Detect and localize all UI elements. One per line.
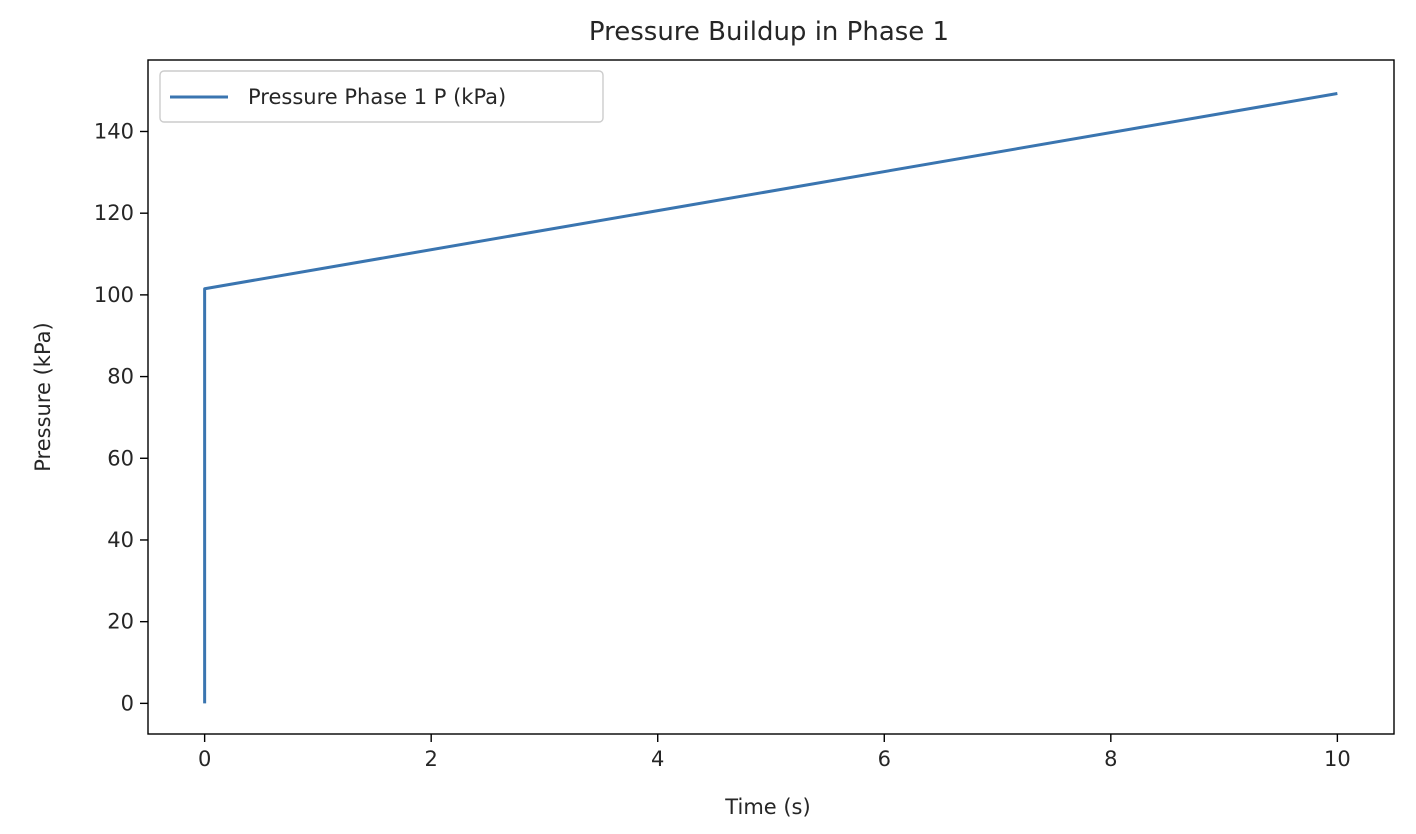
x-tick-label: 0 (198, 747, 211, 771)
x-tick-label: 6 (878, 747, 891, 771)
y-axis-ticks: 0 20 40 60 80 100 120 140 (94, 119, 148, 715)
y-tick-label: 20 (107, 610, 134, 634)
x-tick-label: 8 (1104, 747, 1117, 771)
y-tick-label: 60 (107, 446, 134, 470)
chart-title: Pressure Buildup in Phase 1 (589, 17, 949, 47)
y-tick-label: 80 (107, 365, 134, 389)
x-tick-label: 10 (1324, 747, 1351, 771)
y-axis-label: Pressure (kPa) (31, 322, 55, 471)
legend-label: Pressure Phase 1 P (kPa) (248, 85, 506, 109)
series-line (203, 92, 1338, 704)
x-axis-label: Time (s) (724, 795, 810, 819)
legend-box (159, 70, 604, 123)
x-axis-ticks: 0 2 4 6 8 10 (198, 734, 1351, 771)
x-tick-label: 4 (651, 747, 664, 771)
plot-frame (147, 59, 1395, 735)
y-tick-label: 0 (121, 691, 134, 715)
y-tick-label: 100 (94, 283, 134, 307)
series-layer (203, 92, 1338, 704)
y-tick-label: 120 (94, 201, 134, 225)
y-tick-label: 40 (107, 528, 134, 552)
legend: Pressure Phase 1 P (kPa) (159, 70, 604, 123)
y-tick-label: 140 (94, 119, 134, 143)
x-tick-label: 2 (424, 747, 437, 771)
